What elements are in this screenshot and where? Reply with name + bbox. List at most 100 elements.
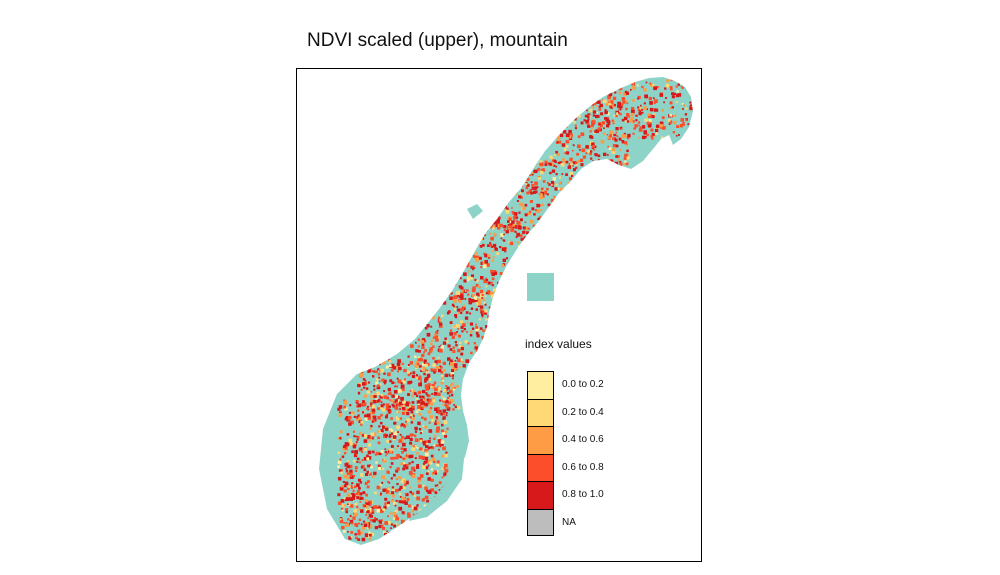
mountain-cell	[688, 87, 691, 90]
mountain-cell	[479, 308, 483, 311]
mountain-cell	[515, 278, 518, 282]
mountain-cell	[564, 152, 567, 155]
mountain-cell	[477, 226, 481, 230]
mountain-cell	[480, 237, 483, 241]
mountain-cell	[480, 311, 483, 314]
mountain-cell	[485, 291, 489, 295]
mountain-cell	[367, 359, 369, 362]
mountain-cell	[421, 317, 425, 321]
mountain-cell	[400, 396, 404, 401]
mountain-cell	[358, 419, 362, 423]
mountain-cell	[374, 453, 378, 456]
mountain-cell	[438, 442, 443, 446]
mountain-cell	[398, 366, 402, 371]
mountain-cell	[472, 268, 474, 271]
mountain-cell	[424, 290, 427, 294]
mountain-cell	[453, 404, 455, 406]
mountain-cell	[556, 111, 559, 114]
mountain-cell	[526, 177, 530, 181]
mountain-cell	[415, 349, 419, 353]
mountain-cell	[424, 377, 429, 381]
mountain-cell	[538, 217, 541, 220]
mountain-cell	[379, 494, 382, 496]
mountain-cell	[430, 488, 434, 492]
mountain-cell	[349, 469, 353, 473]
mountain-cell	[362, 378, 366, 381]
mountain-cell	[436, 470, 439, 473]
mountain-cell	[477, 223, 481, 227]
mountain-cell	[457, 225, 460, 227]
mountain-cell	[423, 404, 426, 406]
mountain-cell	[403, 448, 407, 452]
mountain-cell	[434, 519, 436, 522]
mountain-cell	[518, 182, 522, 186]
mountain-cell	[592, 110, 597, 114]
mountain-cell	[426, 332, 431, 337]
mountain-cell	[630, 80, 634, 84]
mountain-cell	[351, 493, 353, 495]
mountain-cell	[398, 506, 403, 511]
mountain-cell	[504, 247, 507, 250]
norway-map	[319, 77, 693, 545]
mountain-cell	[437, 321, 440, 324]
mountain-cell	[415, 446, 417, 449]
mountain-cell	[419, 365, 422, 368]
mountain-cell	[633, 127, 636, 130]
mountain-cell	[615, 127, 619, 131]
mountain-cell	[409, 372, 412, 375]
mountain-cell	[504, 250, 507, 253]
mountain-cell	[512, 265, 516, 269]
mountain-cell	[549, 122, 553, 126]
mountain-cell	[397, 389, 402, 393]
mountain-cell	[416, 294, 419, 297]
mountain-cell	[402, 522, 406, 525]
mountain-cell	[456, 324, 460, 328]
mountain-cell	[415, 366, 418, 370]
mountain-cell	[454, 314, 457, 317]
mountain-cell	[450, 372, 454, 376]
mountain-cell	[456, 245, 460, 248]
mountain-cell	[609, 168, 612, 171]
mountain-cell	[461, 345, 464, 348]
mountain-cell	[576, 198, 579, 201]
mountain-cell	[359, 492, 363, 496]
mountain-cell	[355, 435, 358, 438]
mountain-cell	[358, 496, 363, 500]
mountain-cell	[668, 123, 671, 125]
mountain-cell	[396, 417, 400, 421]
mountain-cell	[652, 97, 655, 100]
mountain-cell	[370, 532, 374, 537]
mountain-cell	[499, 199, 502, 202]
mountain-cell	[518, 288, 522, 292]
mountain-cell	[528, 190, 531, 194]
mountain-cell	[589, 109, 593, 113]
mountain-cell	[539, 215, 542, 218]
mountain-cell	[424, 364, 428, 368]
mountain-cell	[475, 234, 480, 239]
mountain-cell	[386, 538, 390, 543]
mountain-cell	[451, 249, 455, 253]
mountain-cell	[487, 254, 491, 258]
mountain-cell	[407, 401, 411, 405]
mountain-cell	[524, 160, 529, 164]
mountain-cell	[397, 531, 401, 535]
mountain-cell	[401, 362, 404, 365]
mountain-cell	[358, 369, 361, 372]
mountain-cell	[395, 469, 399, 473]
mountain-cell	[490, 325, 493, 327]
legend-swatch	[527, 453, 554, 481]
mountain-cell	[506, 180, 510, 184]
mountain-cell	[551, 184, 554, 187]
mountain-cell	[644, 136, 647, 139]
mountain-cell	[461, 330, 464, 333]
mountain-cell	[583, 119, 586, 122]
mountain-cell	[412, 513, 415, 516]
mountain-cell	[353, 485, 357, 489]
mountain-cell	[446, 407, 451, 411]
mountain-cell	[442, 413, 445, 416]
mountain-cell	[372, 399, 377, 404]
mountain-cell	[682, 122, 685, 125]
mountain-cell	[623, 83, 626, 87]
mountain-cell	[421, 430, 424, 433]
mountain-cell	[537, 123, 540, 126]
